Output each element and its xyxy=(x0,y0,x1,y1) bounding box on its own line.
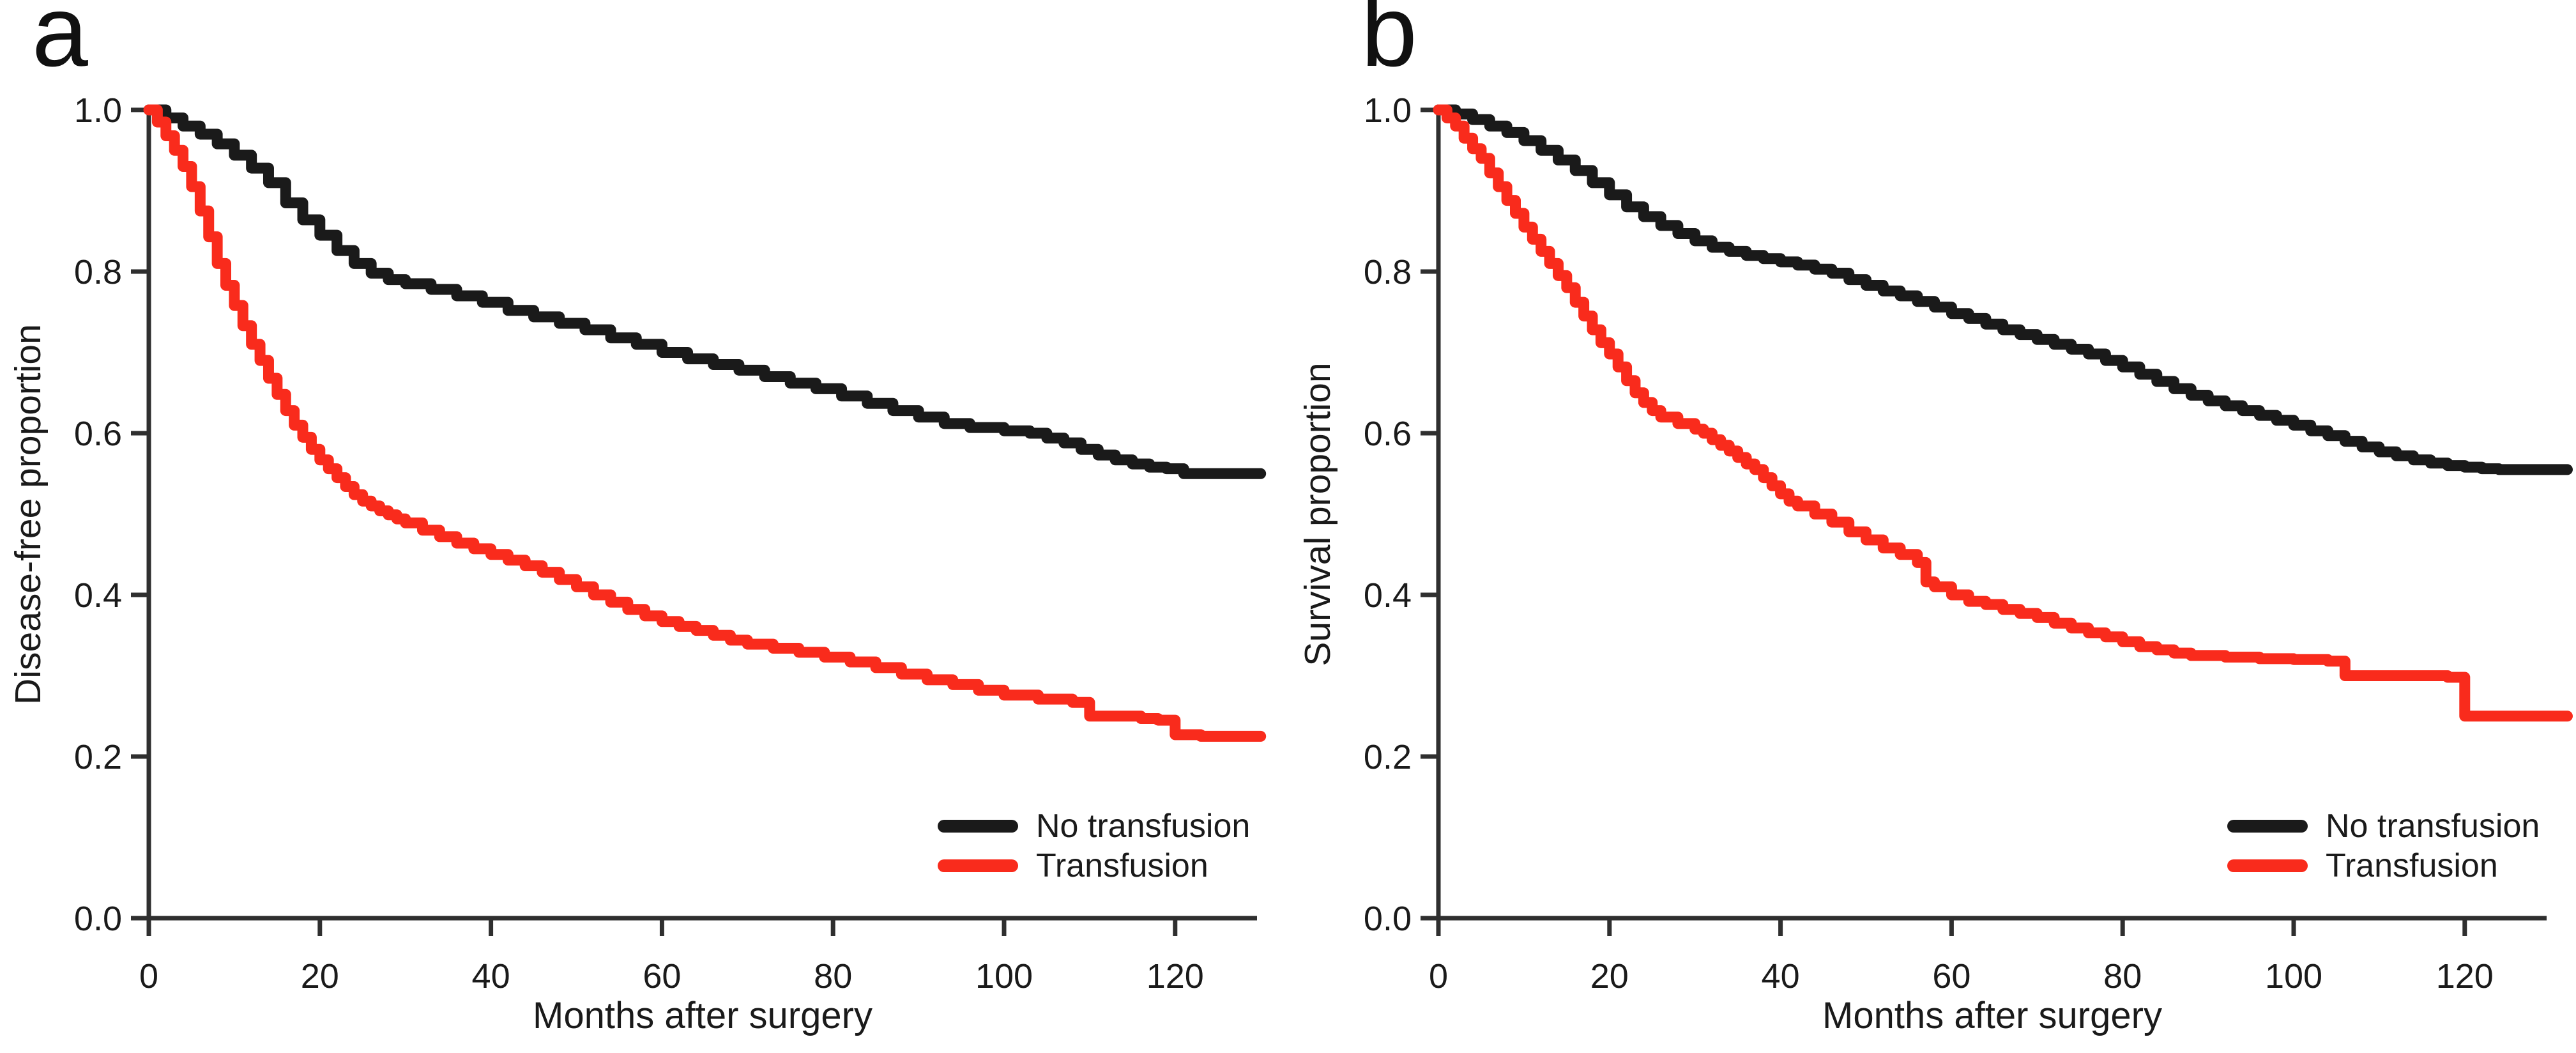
x-tick-label: 100 xyxy=(2265,957,2322,995)
axis-frame xyxy=(1436,107,2547,921)
transfusion-line-swatch xyxy=(2227,859,2308,872)
y-tick-label: 0.0 xyxy=(74,900,122,938)
panel-b: 0.0 0.2 0.4 0.6 0.8 1.0 0 20 40 60 80 100 120 b Surv… xyxy=(1290,0,2576,1053)
legend-entry-no-transfusion: No transfusion xyxy=(938,806,1250,846)
curve-no-transfusion xyxy=(1433,104,2573,475)
no-transfusion-line-swatch xyxy=(2227,820,2308,833)
curve-no-transfusion xyxy=(143,104,1267,479)
y-tick-label: 0.4 xyxy=(74,576,122,615)
x-tick-label: 20 xyxy=(1590,957,1629,995)
panel-b-letter: b xyxy=(1361,0,1417,88)
x-tick-label: 60 xyxy=(1932,957,1970,995)
y-tick-label: 0.0 xyxy=(1364,900,1412,938)
curve-transfusion xyxy=(1433,104,2573,722)
x-tick-label: 80 xyxy=(2103,957,2142,995)
x-tick-label: 80 xyxy=(814,957,852,995)
legend-label: No transfusion xyxy=(2326,808,2540,845)
y-tick-label: 1.0 xyxy=(74,91,122,130)
panel-a-letter: a xyxy=(32,0,88,88)
legend-label: Transfusion xyxy=(2326,847,2498,884)
x-tick-label: 60 xyxy=(643,957,681,995)
y-tick-label: 0.2 xyxy=(74,738,122,776)
legend-entry-transfusion: Transfusion xyxy=(938,846,1250,886)
panel-b-legend: No transfusion Transfusion xyxy=(2227,806,2540,886)
transfusion-line-swatch xyxy=(938,859,1018,872)
y-tick-label: 1.0 xyxy=(1364,91,1412,130)
legend-entry-transfusion: Transfusion xyxy=(2227,846,2540,886)
no-transfusion-line-swatch xyxy=(938,820,1018,833)
y-tick-label: 0.6 xyxy=(1364,415,1412,453)
x-tick-label: 40 xyxy=(472,957,510,995)
x-tick-label: 20 xyxy=(301,957,339,995)
x-tick-label: 120 xyxy=(1147,957,1204,995)
x-tick-label: 40 xyxy=(1762,957,1800,995)
legend-label: Transfusion xyxy=(1036,847,1208,884)
y-tick-label: 0.8 xyxy=(74,253,122,291)
x-tick-label: 0 xyxy=(139,957,158,995)
panel-a: 0.0 0.2 0.4 0.6 0.8 1.0 0 20 40 60 80 100 120 a Dise… xyxy=(8,0,1267,1036)
legend-entry-no-transfusion: No transfusion xyxy=(2227,806,2540,846)
x-tick-label: 100 xyxy=(975,957,1033,995)
curve-transfusion xyxy=(143,104,1267,742)
panel-b-plot: 0.0 0.2 0.4 0.6 0.8 1.0 0 20 40 60 80 100 120 xyxy=(1364,91,2573,995)
x-tick-label: 120 xyxy=(2436,957,2494,995)
x-tick-label: 0 xyxy=(1429,957,1448,995)
y-tick-label: 0.2 xyxy=(1364,738,1412,776)
y-tick-label: 0.6 xyxy=(74,415,122,453)
panel-b-x-axis-title: Months after surgery xyxy=(1822,995,2162,1036)
panel-a-plot: 0.0 0.2 0.4 0.6 0.8 1.0 0 20 40 60 80 100 120 xyxy=(74,91,1267,995)
legend-label: No transfusion xyxy=(1036,808,1251,845)
panel-a-y-axis-title: Disease-free proportion xyxy=(8,324,49,705)
panel-a-legend: No transfusion Transfusion xyxy=(938,806,1250,886)
y-tick-label: 0.4 xyxy=(1364,576,1412,615)
panel-a-x-axis-title: Months after surgery xyxy=(533,995,873,1036)
panel-b-y-axis-title: Survival proportion xyxy=(1297,362,1338,666)
y-tick-label: 0.8 xyxy=(1364,253,1412,291)
